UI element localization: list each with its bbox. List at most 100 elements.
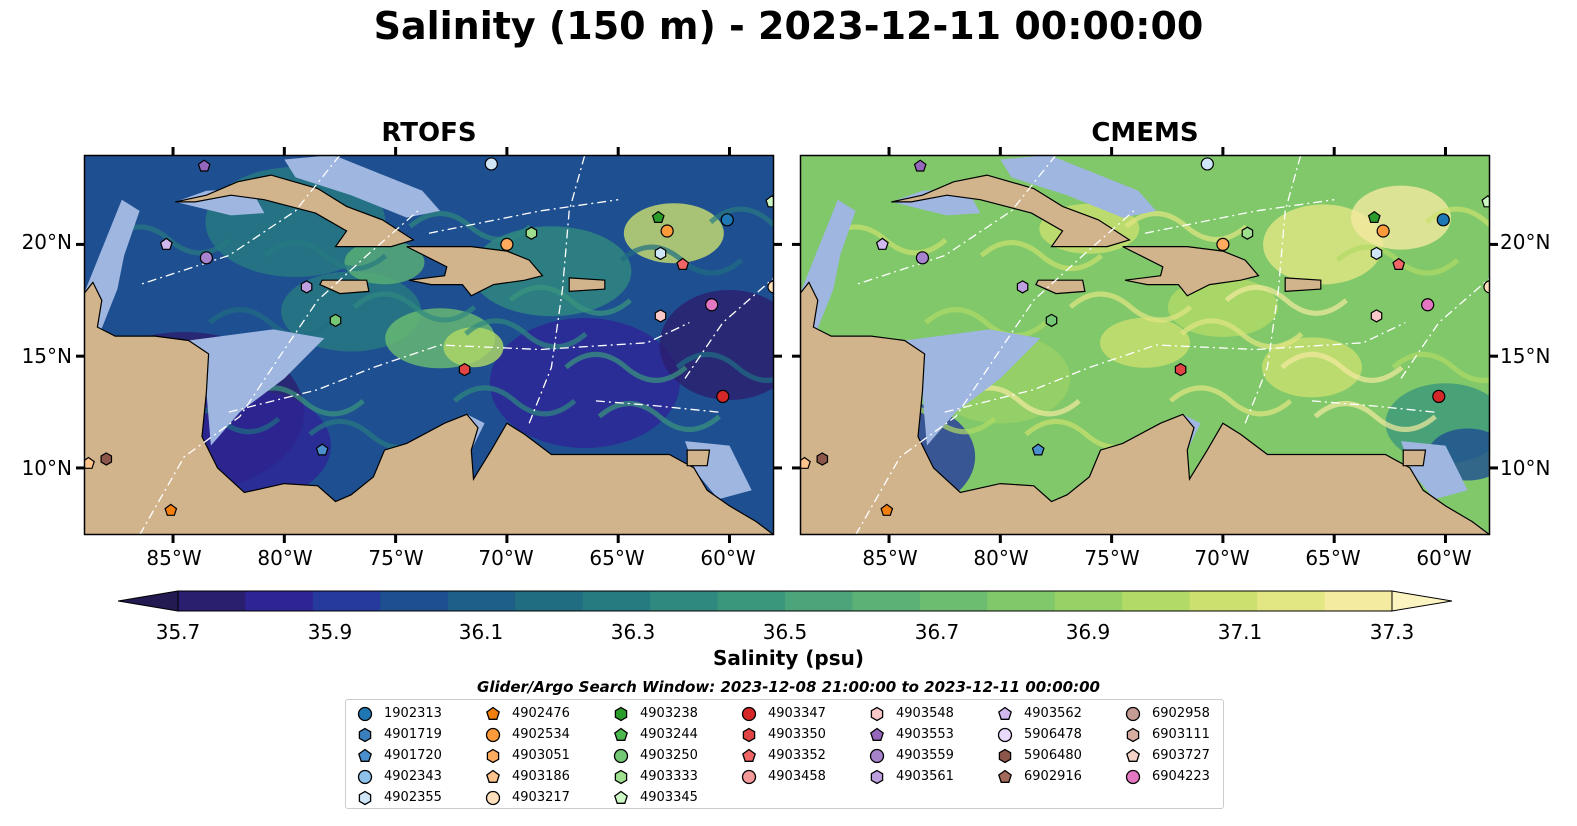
land-cuba [891,174,1131,248]
salinity-patch [1100,317,1190,368]
land-puerto-rico [1284,277,1322,293]
observation-marker [1370,246,1383,261]
legend-label: 4901719 [384,727,442,742]
colorbar-segment [245,591,314,611]
legend-marker-icon [870,727,884,741]
legend-marker-icon [741,706,757,721]
colorbar-tick-label: 36.3 [610,620,656,644]
lon-tick-label: 80°W [257,546,313,570]
colorbar-segment [987,591,1056,611]
observation-marker [1016,280,1029,294]
observation-marker [1241,226,1254,240]
observation-marker [676,257,690,271]
legend-label: 6902916 [1024,769,1082,784]
colorbar-tick-label: 36.5 [762,620,808,644]
legend-title: Glider/Argo Search Window: 2023-12-08 21… [477,678,1100,696]
eez-boundary [1311,400,1435,413]
legend-item: 4903217 [484,787,570,808]
lon-tick-label: 75°W [1084,546,1140,570]
colorbar-segment [1122,591,1191,611]
observation-marker [765,195,774,208]
panel-title-rtofs: RTOFS [381,118,477,148]
eddy-filament [1280,352,1404,383]
legend-marker-icon [1125,769,1141,784]
legend-marker-icon [614,706,628,721]
legend-column: 4903238 4903244 4903250 4903333 4903345 [612,703,698,808]
eddy-filament [1391,352,1490,383]
observation-marker [654,309,667,323]
colorbar-segment [717,591,786,611]
legend-label: 4903244 [640,727,698,742]
eddy-filament [1180,318,1304,350]
eddy-filament [708,206,774,228]
colorbar-segment [582,591,651,611]
legend-label: 1902313 [384,706,442,721]
legend-item: 5906478 [996,724,1082,745]
observation-marker [880,503,894,516]
observation-marker [1432,389,1446,404]
legend-item: 5906480 [996,745,1082,766]
legend-label: 6903111 [1152,727,1210,742]
colorbar-tick-label: 35.9 [307,620,353,644]
colorbar-tick-label: 36.1 [458,620,504,644]
legend-label: 4903548 [896,706,954,721]
colorbar-segment [447,591,516,611]
eddy-filament [1224,284,1348,316]
legend-label: 4903561 [896,769,954,784]
observation-marker [1421,298,1435,312]
eez-boundary [595,400,719,413]
legend-label: 4903186 [512,769,570,784]
eddy-filament [979,240,1104,271]
legend-marker-icon [485,790,501,805]
legend-item: 6904223 [1124,766,1210,787]
lat-tick-label: 15°N [21,344,72,368]
observation-marker [525,226,538,240]
lat-tick-label: 10°N [21,456,72,480]
legend-item: 4902355 [356,787,442,808]
legend-item: 4903051 [484,745,570,766]
eez-boundary [855,155,1057,286]
eddy-filament [1068,291,1193,323]
colorbar-segment [1054,591,1123,611]
legend-item: 4903458 [740,766,826,787]
eez-boundary [228,322,690,413]
lon-tick-label: 85°W [862,546,918,570]
legend-item: 4903238 [612,703,698,724]
observation-marker [100,452,113,466]
legend-item: 4901720 [356,745,442,766]
land-cuba [175,174,415,248]
legend-marker-icon [613,748,629,763]
observation-marker [458,362,471,377]
legend-label: 4903250 [640,748,698,763]
legend-item: 4903244 [612,724,698,745]
observation-marker [1481,195,1490,208]
salinity-patch [1350,185,1451,250]
legend-marker-icon [870,769,884,784]
legend-marker-icon [614,769,628,784]
observation-marker [84,456,95,469]
legend-label: 6903727 [1152,748,1210,763]
cmems-salinity-map [792,147,1498,543]
observation-marker [329,313,342,328]
legend-column: 6902958 6903111 6903727 6904223 [1124,703,1210,787]
legend: 1902313 4901719 4901720 4902343 4902355 49024… [345,699,1224,809]
observation-marker [1376,224,1390,238]
legend-item: 6903727 [1124,745,1210,766]
legend-item: 4903352 [740,745,826,766]
lon-tick-label: 65°W [589,546,645,570]
shallow-water [904,329,1041,446]
legend-label: 4903347 [768,706,826,721]
shallow-water [284,155,441,218]
eez-boundary [139,210,419,535]
figure-title: Salinity (150 m) - 2023-12-11 00:00:00 [373,4,1204,48]
observation-marker [484,157,498,171]
observation-marker [1367,210,1381,224]
salinity-colorbar [118,590,1452,612]
legend-label: 4902343 [384,769,442,784]
legend-item: 4903350 [740,724,826,745]
legend-label: 4903458 [768,769,826,784]
observation-marker [1174,362,1187,377]
observation-marker [1045,313,1058,328]
legend-item: 6902916 [996,766,1082,787]
legend-marker-icon [869,748,885,763]
